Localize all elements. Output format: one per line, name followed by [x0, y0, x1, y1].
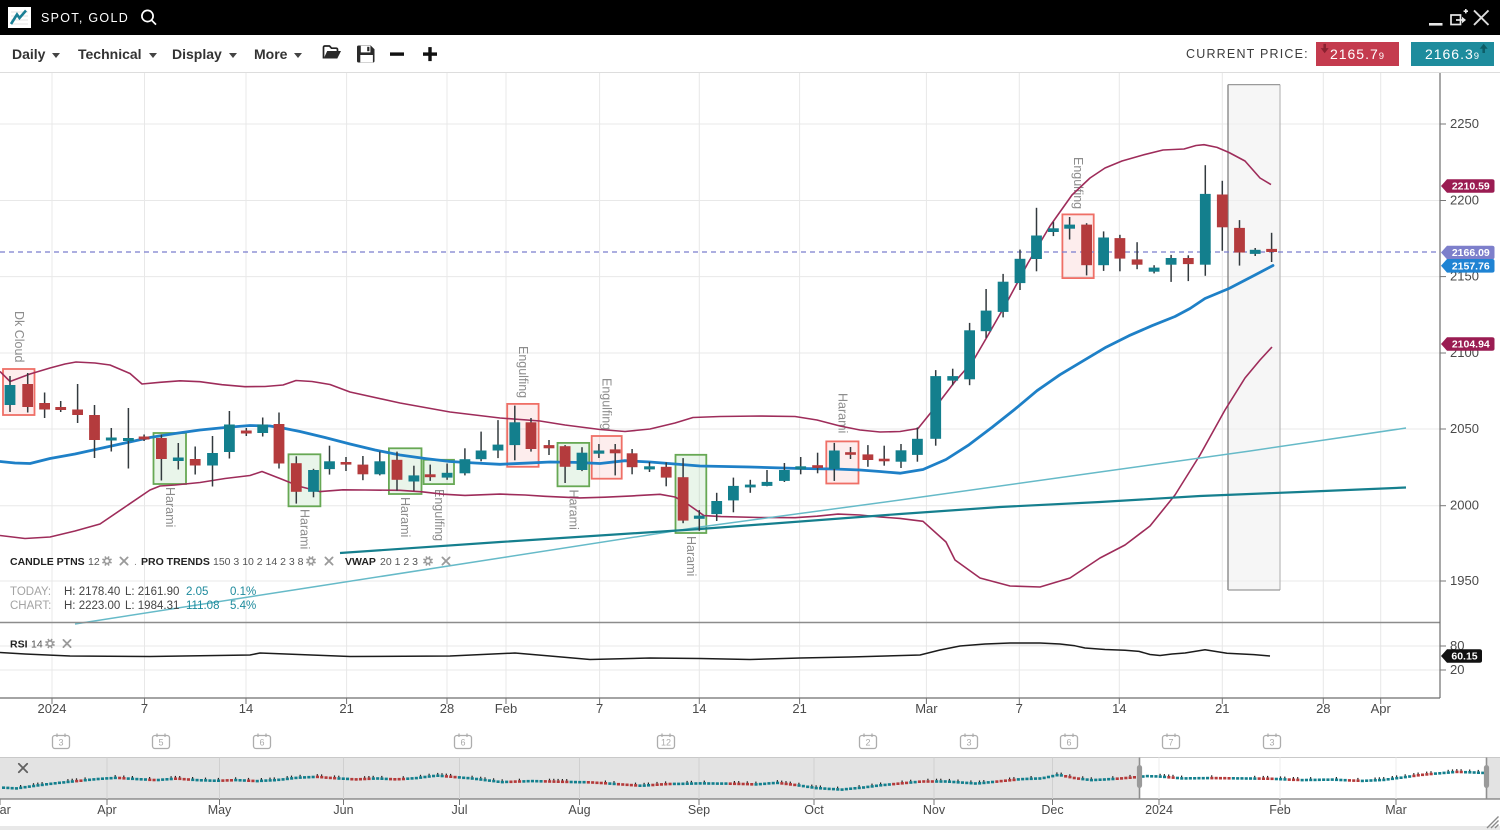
- svg-text:Jun: Jun: [333, 803, 353, 817]
- svg-text:Harami: Harami: [297, 509, 311, 549]
- svg-text:0.1%: 0.1%: [230, 586, 256, 598]
- svg-text:H: 2223.00: H: 2223.00: [64, 600, 120, 612]
- svg-text:Engulfing: Engulfing: [600, 378, 614, 430]
- svg-text:Oct: Oct: [804, 803, 824, 817]
- svg-text:Harami: Harami: [684, 536, 698, 576]
- svg-text:6: 6: [259, 738, 264, 748]
- svg-text:6: 6: [1066, 738, 1071, 748]
- svg-text:2000: 2000: [1450, 498, 1479, 513]
- svg-text:PRO TRENDS: PRO TRENDS: [141, 556, 210, 568]
- svg-text:28: 28: [440, 701, 454, 716]
- svg-text:3: 3: [58, 738, 63, 748]
- svg-text:12: 12: [661, 738, 671, 748]
- svg-text:2024: 2024: [1145, 803, 1173, 817]
- svg-text:TODAY:: TODAY:: [10, 586, 51, 598]
- svg-text:Harami: Harami: [398, 497, 412, 537]
- svg-text:5: 5: [158, 738, 163, 748]
- svg-text:Harami: Harami: [835, 393, 849, 433]
- svg-text:Engulfing: Engulfing: [516, 346, 530, 398]
- svg-text:20: 20: [1450, 662, 1464, 677]
- svg-text:2210.59: 2210.59: [1452, 181, 1490, 193]
- svg-text:Mar: Mar: [915, 701, 938, 716]
- svg-text:Harami: Harami: [566, 490, 580, 530]
- svg-text:May: May: [208, 803, 232, 817]
- svg-text:3: 3: [966, 738, 971, 748]
- svg-text:Engulfing: Engulfing: [432, 489, 446, 541]
- svg-text:1950: 1950: [1450, 573, 1479, 588]
- svg-text:14: 14: [1112, 701, 1126, 716]
- svg-text:.: .: [134, 556, 137, 568]
- svg-text:CHART:: CHART:: [10, 600, 51, 612]
- svg-text:Dec: Dec: [1041, 803, 1063, 817]
- svg-text:150 3 10 2 14 2 3 8: 150 3 10 2 14 2 3 8: [213, 556, 304, 568]
- svg-text:7: 7: [1016, 701, 1023, 716]
- svg-text:Feb: Feb: [1269, 803, 1291, 817]
- svg-text:28: 28: [1316, 701, 1330, 716]
- svg-text:2200: 2200: [1450, 193, 1479, 208]
- svg-text:L: 1984.31: L: 1984.31: [125, 600, 179, 612]
- svg-text:Apr: Apr: [1371, 701, 1392, 716]
- svg-text:14: 14: [31, 639, 43, 651]
- svg-text:2050: 2050: [1450, 421, 1479, 436]
- svg-text:5.4%: 5.4%: [230, 600, 256, 612]
- svg-text:12: 12: [88, 556, 100, 568]
- svg-text:Aug: Aug: [568, 803, 590, 817]
- svg-text:VWAP: VWAP: [345, 556, 376, 568]
- svg-text:7: 7: [596, 701, 603, 716]
- svg-text:21: 21: [1215, 701, 1229, 716]
- svg-text:Jul: Jul: [452, 803, 468, 817]
- svg-text:6: 6: [460, 738, 465, 748]
- svg-text:L: 2161.90: L: 2161.90: [125, 586, 179, 598]
- svg-text:111.08: 111.08: [186, 600, 219, 612]
- svg-text:2166.09: 2166.09: [1452, 247, 1490, 259]
- svg-text:Nov: Nov: [923, 803, 946, 817]
- svg-text:2.05: 2.05: [186, 586, 208, 598]
- svg-text:RSI: RSI: [10, 639, 28, 651]
- svg-text:2157.76: 2157.76: [1452, 260, 1490, 272]
- svg-text:2104.94: 2104.94: [1452, 339, 1490, 351]
- svg-text:20 1 2 3: 20 1 2 3: [380, 556, 418, 568]
- svg-text:21: 21: [792, 701, 806, 716]
- svg-text:60.15: 60.15: [1451, 651, 1477, 663]
- svg-text:7: 7: [1168, 738, 1173, 748]
- svg-text:3: 3: [1269, 738, 1274, 748]
- svg-text:21: 21: [339, 701, 353, 716]
- svg-text:H: 2178.40: H: 2178.40: [64, 586, 120, 598]
- svg-text:Mar: Mar: [1385, 803, 1407, 817]
- svg-text:Apr: Apr: [97, 803, 116, 817]
- svg-text:Harami: Harami: [163, 487, 177, 527]
- svg-text:7: 7: [141, 701, 148, 716]
- svg-text:Sep: Sep: [688, 803, 710, 817]
- svg-text:Dk Cloud: Dk Cloud: [12, 311, 26, 362]
- svg-text:14: 14: [239, 701, 253, 716]
- svg-text:2250: 2250: [1450, 116, 1479, 131]
- svg-text:2024: 2024: [38, 701, 67, 716]
- svg-text:Mar: Mar: [0, 803, 11, 817]
- svg-text:14: 14: [692, 701, 706, 716]
- svg-text:CANDLE PTNS: CANDLE PTNS: [10, 556, 85, 568]
- svg-text:2: 2: [865, 738, 870, 748]
- svg-text:Feb: Feb: [495, 701, 517, 716]
- svg-text:Engulfing: Engulfing: [1071, 157, 1085, 209]
